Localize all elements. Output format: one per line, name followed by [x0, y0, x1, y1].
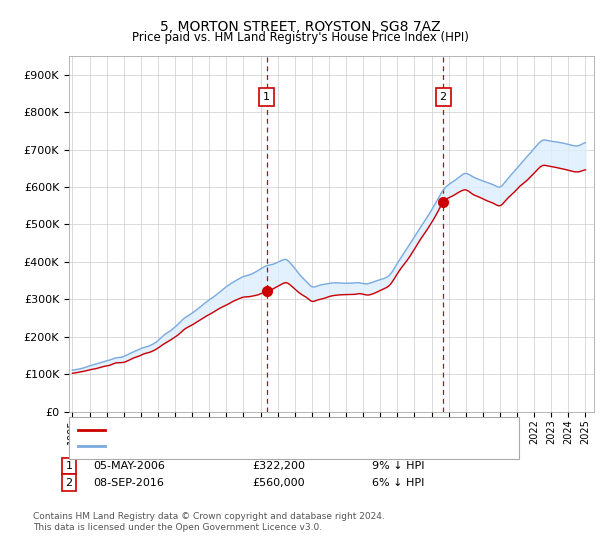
Text: Price paid vs. HM Land Registry's House Price Index (HPI): Price paid vs. HM Land Registry's House … — [131, 31, 469, 44]
Text: 05-MAY-2006: 05-MAY-2006 — [93, 461, 165, 471]
Text: 9% ↓ HPI: 9% ↓ HPI — [372, 461, 425, 471]
Text: £322,200: £322,200 — [252, 461, 305, 471]
Text: Contains HM Land Registry data © Crown copyright and database right 2024.
This d: Contains HM Land Registry data © Crown c… — [33, 512, 385, 532]
Text: 6% ↓ HPI: 6% ↓ HPI — [372, 478, 424, 488]
Text: 08-SEP-2016: 08-SEP-2016 — [93, 478, 164, 488]
Text: HPI: Average price, detached house, North Hertfordshire: HPI: Average price, detached house, Nort… — [108, 441, 403, 451]
Text: 5, MORTON STREET, ROYSTON, SG8 7AZ: 5, MORTON STREET, ROYSTON, SG8 7AZ — [160, 20, 440, 34]
Text: 5, MORTON STREET, ROYSTON, SG8 7AZ (detached house): 5, MORTON STREET, ROYSTON, SG8 7AZ (deta… — [108, 424, 413, 435]
Text: 1: 1 — [263, 92, 270, 102]
Text: 1: 1 — [65, 461, 73, 471]
Text: 2: 2 — [440, 92, 447, 102]
Text: 2: 2 — [65, 478, 73, 488]
Text: £560,000: £560,000 — [252, 478, 305, 488]
